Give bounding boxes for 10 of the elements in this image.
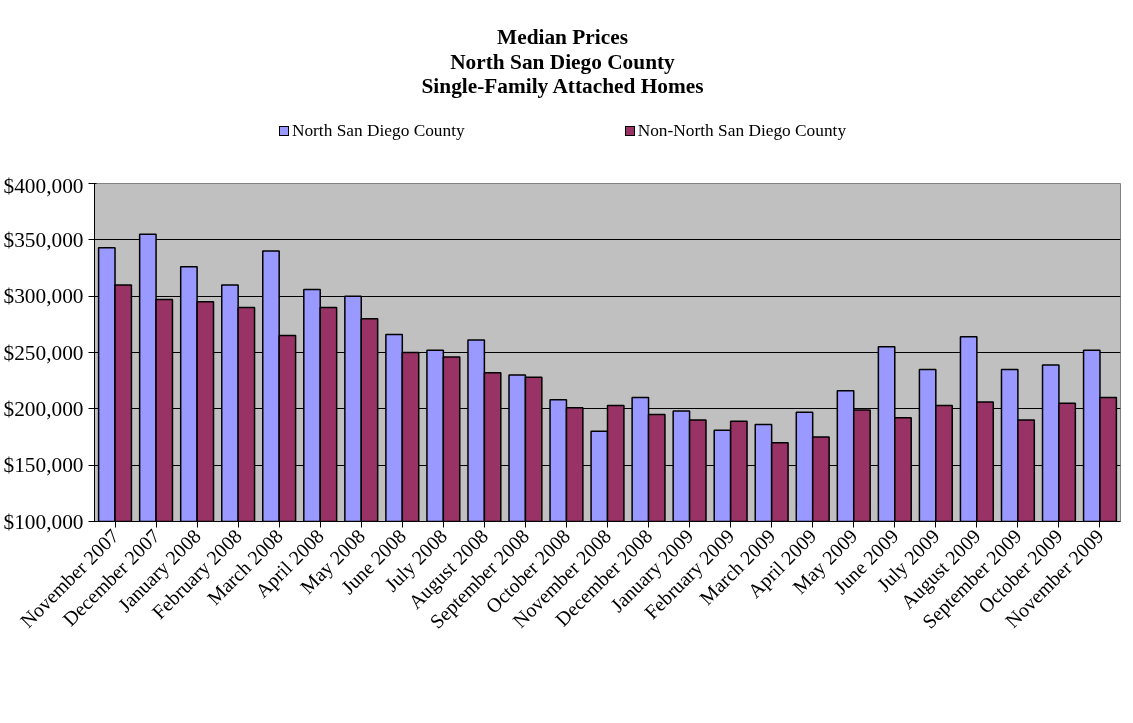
legend-label: North San Diego County [290, 120, 465, 140]
y-tick-label: $400,000 [3, 173, 84, 198]
y-tick-label: $200,000 [3, 397, 84, 422]
y-tick-label: $250,000 [3, 340, 84, 365]
chart-title: Median Prices North San Diego County Single-Family Attached Homes [420, 25, 705, 99]
legend-label: Non-North San Diego County [636, 120, 847, 140]
y-tick-label: $100,000 [3, 509, 84, 534]
y-tick-label: $350,000 [3, 228, 84, 253]
y-tick-label: $300,000 [3, 284, 84, 309]
y-tick-label: $150,000 [3, 453, 84, 478]
